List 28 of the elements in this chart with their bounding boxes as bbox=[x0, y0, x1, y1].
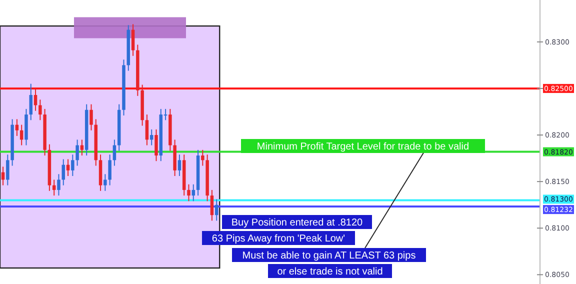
candlestick bbox=[76, 139, 79, 166]
annotation: or else trade is not valid bbox=[277, 266, 383, 278]
candlestick bbox=[178, 154, 182, 176]
candlestick bbox=[62, 158, 66, 186]
candlestick bbox=[214, 198, 218, 222]
candlestick bbox=[66, 158, 70, 176]
candlestick bbox=[57, 174, 60, 196]
annotation: 63 Pips Away from 'Peak Low' bbox=[212, 234, 346, 244]
candlestick bbox=[34, 88, 38, 112]
candlestick bbox=[15, 118, 19, 136]
annotation: Must be able to gain AT LEAST 63 pips bbox=[242, 250, 416, 262]
candlestick bbox=[112, 139, 116, 166]
candlestick bbox=[108, 154, 112, 186]
candlestick bbox=[90, 104, 93, 131]
annotation: Buy Position entered at .8120 bbox=[231, 218, 364, 228]
candlestick bbox=[187, 184, 190, 202]
candlestick bbox=[201, 149, 204, 166]
candlestick bbox=[38, 99, 42, 121]
candlestick bbox=[104, 174, 107, 192]
annotation: Minimum Profit Target Level for trade to be valid bbox=[256, 142, 470, 152]
candlestick bbox=[210, 189, 214, 222]
candlestick bbox=[192, 184, 196, 202]
candlestick bbox=[145, 114, 149, 146]
candlestick bbox=[71, 154, 74, 176]
candlestick bbox=[131, 24, 135, 56]
candlestick bbox=[6, 154, 10, 186]
candlestick bbox=[29, 83, 32, 121]
candlestick bbox=[154, 128, 158, 162]
